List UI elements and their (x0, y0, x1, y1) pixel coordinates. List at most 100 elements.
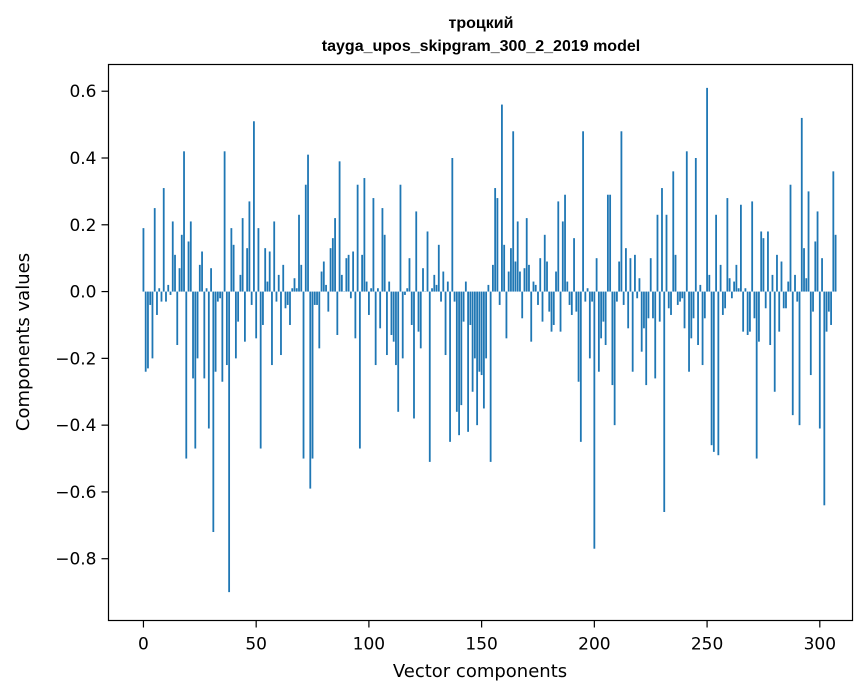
bar (144, 291, 147, 372)
bar (392, 291, 395, 342)
bar (165, 291, 167, 302)
bar (496, 198, 499, 292)
bar (649, 258, 652, 292)
y-tick-label: 0.0 (69, 283, 96, 303)
bar (282, 264, 285, 292)
bar (489, 291, 492, 462)
bar (579, 291, 582, 442)
bar (740, 204, 742, 292)
bar (397, 291, 400, 412)
bar (169, 291, 172, 295)
bar (422, 268, 424, 292)
bar (442, 271, 445, 292)
bar (597, 291, 600, 372)
bar (719, 264, 722, 292)
chart-title: троцкий (449, 15, 514, 32)
bar (606, 194, 609, 292)
bar (388, 281, 391, 292)
bar (611, 291, 614, 386)
bar (386, 291, 388, 356)
bar (742, 291, 745, 332)
bar (814, 241, 817, 292)
x-tick-label: 0 (138, 635, 149, 655)
x-tick-label: 300 (804, 635, 836, 655)
bar (482, 291, 485, 409)
bar (329, 248, 332, 292)
bar (827, 291, 830, 312)
bar (625, 248, 627, 292)
bar (690, 291, 693, 339)
bar (755, 291, 758, 459)
bar (604, 291, 607, 346)
x-tick-label: 100 (353, 635, 385, 655)
bar (613, 291, 616, 426)
bar (746, 291, 749, 335)
bar (546, 261, 548, 292)
bar (591, 291, 593, 302)
bar (537, 291, 539, 305)
bar (697, 291, 699, 346)
bar (194, 291, 197, 449)
bar (345, 258, 348, 292)
bar (433, 274, 436, 292)
bar (658, 291, 661, 322)
bar (248, 201, 251, 292)
bar (492, 264, 494, 292)
bar (667, 291, 670, 309)
bar (295, 288, 298, 292)
bar (552, 291, 555, 325)
bar (830, 291, 832, 325)
bar (320, 271, 323, 292)
bar (464, 281, 467, 292)
bar (266, 281, 269, 292)
bar (559, 291, 562, 332)
bar (223, 151, 226, 292)
bar (758, 291, 760, 342)
bar (647, 291, 650, 319)
bar (670, 291, 672, 315)
bar (395, 291, 397, 366)
bar (453, 291, 456, 302)
bar (219, 291, 221, 299)
bar (207, 291, 210, 429)
bar (246, 248, 249, 292)
bar (268, 251, 271, 292)
bar (196, 291, 199, 359)
bar (816, 211, 819, 292)
bar (818, 291, 821, 429)
bar (586, 288, 589, 292)
bar (573, 238, 575, 292)
bar (467, 291, 469, 432)
bar (620, 131, 623, 292)
bar (548, 291, 551, 312)
x-tick-label: 200 (578, 635, 610, 655)
x-axis-label: Vector components (393, 661, 567, 682)
bar (302, 291, 305, 459)
bar (776, 254, 778, 292)
y-tick-label: 0.2 (69, 216, 96, 236)
bar (523, 268, 526, 292)
bar (525, 218, 528, 292)
y-tick-label: −0.6 (55, 483, 96, 503)
bar (149, 291, 152, 305)
bar (521, 291, 524, 319)
bar (415, 211, 418, 292)
bar (151, 291, 154, 359)
bar (676, 291, 679, 305)
bar (703, 291, 706, 319)
bar (798, 291, 801, 426)
bar (192, 291, 194, 379)
bar (298, 214, 300, 292)
bar (516, 221, 519, 292)
y-tick-label: 0.6 (69, 82, 96, 102)
y-tick-label: 0.4 (69, 149, 96, 169)
bar (638, 278, 641, 292)
bar (771, 274, 774, 292)
bar (823, 291, 826, 506)
bar (214, 291, 217, 372)
bar (309, 291, 312, 489)
bar (568, 291, 571, 305)
bar (480, 291, 483, 376)
bar (363, 178, 366, 292)
